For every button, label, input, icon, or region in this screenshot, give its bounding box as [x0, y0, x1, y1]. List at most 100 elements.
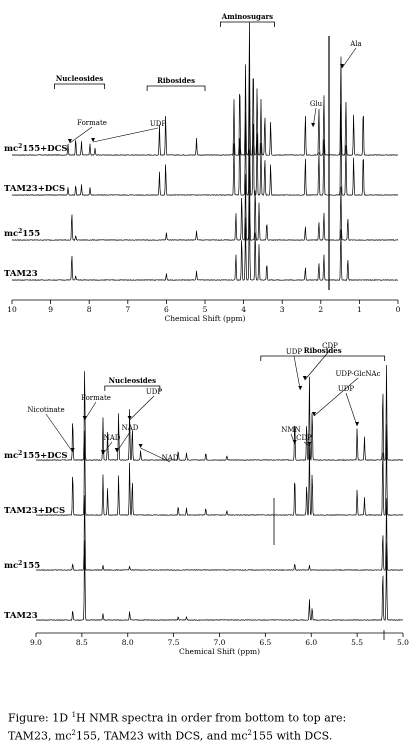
- caption-sup: 2: [71, 728, 76, 737]
- series-label: mc2155+DCS: [4, 450, 68, 461]
- annotation-arrowhead: [340, 64, 345, 68]
- x-tick-label: 5.5: [351, 638, 363, 647]
- annotation-label-nad: NAD: [162, 454, 179, 462]
- annotation-arrow: [303, 441, 310, 447]
- x-tick-label: 5.0: [397, 638, 409, 647]
- annotation-arrowhead: [311, 123, 316, 127]
- series-label: mc2155: [4, 560, 40, 571]
- annotation-arrowhead: [355, 422, 360, 426]
- x-tick-label: 10: [7, 305, 17, 314]
- x-tick-label: 8.0: [122, 638, 134, 647]
- annotation-arrow: [293, 355, 301, 391]
- annotation-label-nad: NAD: [122, 424, 139, 432]
- annotation-label-nad: NAD: [104, 434, 121, 442]
- annotation-label-udp: UDP: [286, 348, 303, 356]
- annotation-arrowhead: [307, 442, 312, 446]
- annotation-arrowhead: [312, 412, 317, 416]
- annotation-arrowhead: [82, 416, 87, 420]
- group-bracket-ribosides: [146, 85, 206, 91]
- annotation-arrowhead: [67, 139, 72, 143]
- annotation-arrow: [313, 377, 359, 417]
- annotation-arrow: [129, 395, 155, 421]
- caption-text: Figure: 1D: [8, 711, 72, 725]
- group-label-nucleosides: Nucleosides: [56, 74, 103, 83]
- group-bracket-ribosides: [260, 355, 386, 361]
- spectrum-trace-tam23: [12, 194, 399, 281]
- annotation-label-udp: UDP: [338, 385, 355, 393]
- series-label: mc2155: [4, 228, 40, 239]
- series-label: TAM23: [4, 269, 38, 279]
- series-label: TAM23: [4, 611, 38, 621]
- annotation-label-formate: Formate: [77, 119, 107, 127]
- caption-text: TAM23, mc: [8, 729, 72, 743]
- spectrum-trace-mc-155: [11, 149, 399, 241]
- spectrum-trace-tam23-dcs: [35, 424, 404, 517]
- annotation-label-cdp: CDP: [322, 342, 338, 350]
- annotation-arrowhead: [138, 444, 143, 448]
- series-label: mc2155+DCS: [4, 143, 68, 154]
- annotation-arrowhead: [100, 450, 105, 454]
- annotation-arrowhead: [298, 386, 303, 390]
- annotation-arrow: [345, 392, 358, 427]
- x-tick-label: 6.0: [305, 638, 317, 647]
- annotation-arrowhead: [91, 138, 96, 142]
- annotation-label-nicotinate: Nicotinate: [27, 406, 64, 414]
- group-bracket-nucleosides: [54, 83, 106, 89]
- series-label: TAM23+DCS: [4, 506, 65, 516]
- annotation-arrowhead: [302, 376, 307, 380]
- annotation-arrow: [102, 441, 113, 455]
- caption-text: 155, TAM23 with DCS, and mc: [76, 729, 248, 743]
- annotation-arrow: [92, 127, 159, 143]
- annotation-label-udp: UDP: [146, 388, 163, 396]
- group-label-ribosides: Ribosides: [157, 76, 195, 85]
- group-bracket-nucleosides: [104, 385, 161, 391]
- annotation-arrow: [69, 126, 93, 144]
- spectrum-trace-tam23: [36, 540, 403, 621]
- x-tick-label: 6: [164, 305, 169, 314]
- spectrum-trace-mc-155-dcs: [11, 21, 399, 156]
- annotation-arrow: [45, 413, 73, 453]
- annotation-arrowhead: [127, 416, 132, 420]
- caption-sup: 1: [71, 711, 77, 719]
- bottom-spectra-panel: mc2155+DCS TAM23+DCS mc2155 TAM23 9.0 8.5 8.0 7…: [0, 340, 413, 665]
- annotation-label-ala: Ala: [349, 40, 361, 48]
- top-spectra-panel: mc2155+DCS TAM23+DCS mc2155 TAM23 10 9 8 7 6 5 4 3 2…: [0, 0, 413, 325]
- caption-sup: 2: [247, 728, 252, 737]
- annotation-arrowhead: [70, 448, 75, 452]
- figure-caption: Figure: 1D 1H NMR spectra in order from …: [8, 708, 406, 743]
- annotation-arrow: [304, 349, 331, 381]
- annotation-arrow: [341, 47, 357, 69]
- annotation-label-cdp: CDP: [296, 434, 312, 442]
- x-tick-label: 0: [396, 305, 401, 314]
- x-tick-label: 4: [241, 305, 246, 314]
- caption-text: 155 with DCS.: [251, 729, 333, 743]
- group-bracket-aminosugars: [220, 21, 275, 27]
- caption-text: H NMR spectra in order from bottom to to…: [76, 711, 347, 725]
- x-tick-label: 3: [280, 305, 285, 314]
- annotation-arrowhead: [292, 440, 297, 444]
- annotation-label-udp: UDP: [150, 120, 167, 128]
- x-tick-label: 7.0: [214, 638, 226, 647]
- x-tick-label: 1: [357, 305, 362, 314]
- x-tick-label: 7.5: [168, 638, 180, 647]
- x-tick-label: 5: [203, 305, 208, 314]
- series-label: TAM23+DCS: [4, 184, 65, 194]
- group-label-nucleosides: Nucleosides: [109, 376, 156, 385]
- annotation-label-glu: Glu: [310, 100, 323, 108]
- annotation-label-nmn: NMN: [281, 426, 300, 434]
- x-tick-label: 8.5: [76, 638, 88, 647]
- x-tick-label: 2: [318, 305, 323, 314]
- annotation-arrow: [140, 447, 171, 463]
- group-label-aminosugars: Aminosugars: [221, 12, 273, 21]
- annotation-arrow: [116, 431, 131, 453]
- x-tick-label: 9: [48, 305, 53, 314]
- x-tick-label: 6.5: [259, 638, 271, 647]
- x-tick-label: 9.0: [30, 638, 42, 647]
- annotation-label-udp-glcnac: UDP-GlcNAc: [335, 370, 380, 378]
- spectrum-trace-mc-155-dcs: [35, 365, 404, 461]
- bottom-nmr-chart: mc2155+DCS TAM23+DCS mc2155 TAM23 9.0 8.5 8.0 7…: [4, 342, 409, 656]
- annotation-label-formate: Formate: [81, 394, 111, 402]
- x-tick-label: 7: [125, 305, 130, 314]
- spectrum-trace-tam23-dcs: [11, 71, 399, 196]
